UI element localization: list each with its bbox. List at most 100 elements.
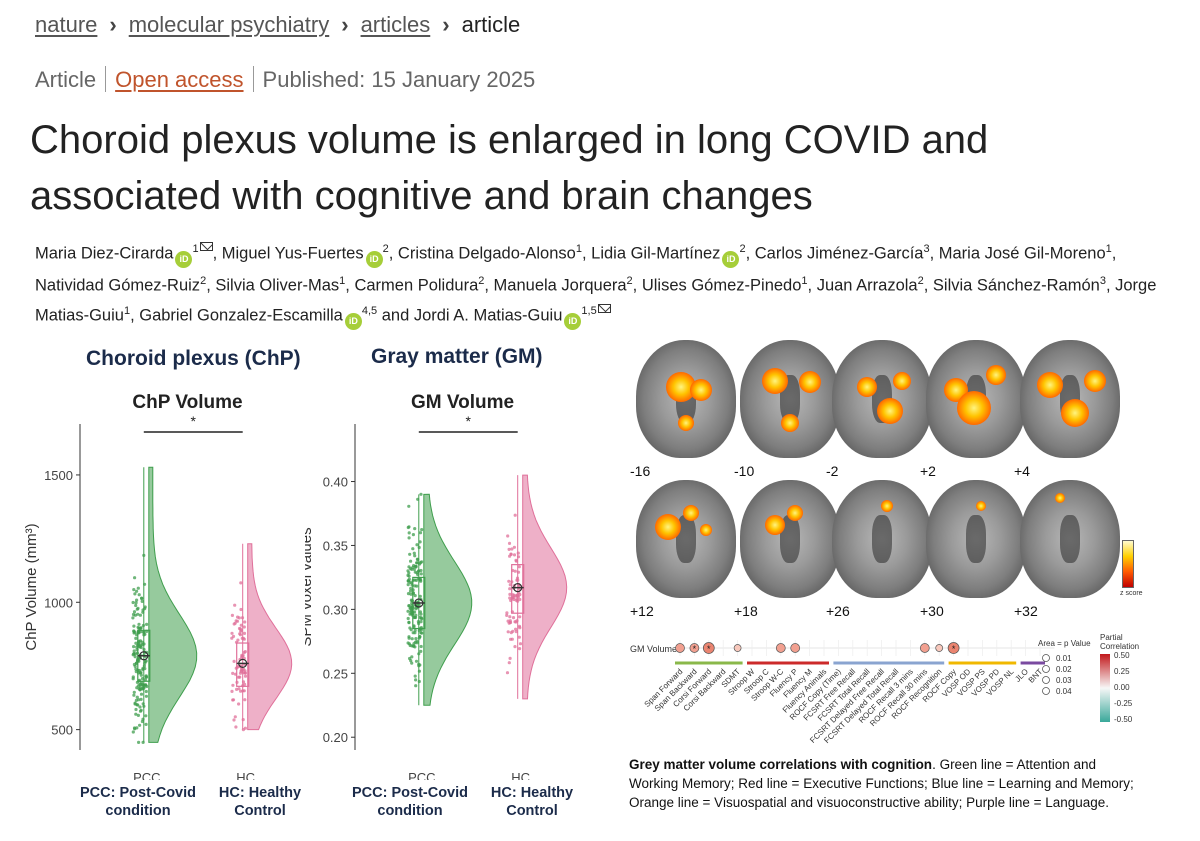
data-point xyxy=(134,712,138,716)
activation-cluster xyxy=(1037,371,1063,398)
orcid-icon[interactable]: iD xyxy=(175,250,193,268)
activation-cluster xyxy=(762,368,788,395)
data-point xyxy=(510,547,514,551)
correlation-cell xyxy=(790,643,801,653)
data-point xyxy=(407,574,411,578)
affiliation-number[interactable]: 2 xyxy=(382,243,389,255)
data-point xyxy=(514,598,518,602)
affiliation-number[interactable]: 2 xyxy=(917,274,924,287)
author-name[interactable]: Ulises Gómez-Pinedo xyxy=(641,276,802,294)
data-point xyxy=(145,622,149,626)
activation-cluster xyxy=(765,514,785,535)
author-name[interactable]: Maria José Gil-Moreno xyxy=(938,244,1106,263)
data-point xyxy=(237,626,242,631)
size-legend-label: 0.02 xyxy=(1056,665,1072,674)
data-point xyxy=(131,730,135,734)
brain-ventricle xyxy=(1060,515,1080,563)
data-point xyxy=(134,601,138,605)
author-name[interactable]: Natividad Gómez-Ruiz xyxy=(35,276,201,294)
data-point xyxy=(518,626,522,630)
data-point xyxy=(407,604,411,608)
breadcrumb-journal[interactable]: molecular psychiatry xyxy=(128,12,330,37)
pcc-abbreviation: PCC: Post-Covid condition xyxy=(80,785,196,819)
affiliation-number[interactable]: 2 xyxy=(626,274,633,287)
x-tick-label: HC xyxy=(236,770,255,780)
affiliation-number[interactable]: 1 xyxy=(339,274,346,287)
data-point xyxy=(413,674,417,678)
email-icon[interactable] xyxy=(199,241,213,251)
affiliation-number[interactable]: 2 xyxy=(739,243,746,255)
author-name[interactable]: Jorge Matias-Guiu xyxy=(35,276,1157,325)
data-point xyxy=(131,653,135,657)
author-name[interactable]: Gabriel Gonzalez-Escamilla xyxy=(139,306,343,325)
affiliation-number[interactable]: 1 xyxy=(192,243,199,255)
data-point xyxy=(239,607,243,612)
author-name[interactable]: Maria Diez-Cirarda xyxy=(35,244,174,263)
affiliation-number[interactable]: 4,5 xyxy=(361,305,378,317)
chart-title: ChP Volume xyxy=(132,392,242,413)
data-point xyxy=(505,611,509,615)
activation-cluster xyxy=(957,391,991,426)
author-name[interactable]: Silvia Oliver-Mas xyxy=(215,276,340,294)
orcid-icon[interactable]: iD xyxy=(344,312,362,330)
color-legend-bar xyxy=(1100,654,1110,722)
data-point xyxy=(132,588,136,592)
data-point xyxy=(131,616,135,620)
data-point xyxy=(410,655,414,659)
data-point xyxy=(134,667,138,671)
affiliation-number[interactable]: 1 xyxy=(123,305,131,317)
author-name[interactable]: Manuela Jorquera xyxy=(493,276,627,294)
data-point xyxy=(518,593,522,597)
data-point xyxy=(139,626,143,630)
affiliation-number[interactable]: 1 xyxy=(801,274,808,287)
y-tick-label: 0.40 xyxy=(323,475,348,490)
orcid-icon[interactable]: iD xyxy=(564,312,582,330)
orcid-icon[interactable]: iD xyxy=(722,250,740,268)
email-icon[interactable] xyxy=(597,303,611,313)
breadcrumb-nature[interactable]: nature xyxy=(35,12,98,37)
affiliation-number[interactable]: 1 xyxy=(575,243,582,255)
affiliation-number[interactable]: 3 xyxy=(1099,274,1106,287)
author-name[interactable]: and Jordi A. Matias-Guiu xyxy=(381,306,563,325)
data-point xyxy=(239,581,243,585)
data-point xyxy=(237,687,241,691)
slice-coordinate-label: -16 xyxy=(630,463,651,479)
x-tick-label: PCC xyxy=(133,770,160,780)
author-name[interactable]: Lidia Gil-Martínez xyxy=(591,244,721,263)
data-point xyxy=(133,576,137,580)
data-point xyxy=(414,637,418,641)
data-point xyxy=(237,675,241,679)
activation-cluster xyxy=(986,365,1006,386)
data-point xyxy=(419,649,423,653)
author-name[interactable]: Juan Arrazola xyxy=(816,276,918,294)
significance-star: * xyxy=(191,413,197,429)
affiliation-number[interactable]: 1,5 xyxy=(581,305,597,317)
brain-slice xyxy=(740,480,840,598)
breadcrumb-articles[interactable]: articles xyxy=(360,12,431,37)
brain-ventricle xyxy=(872,515,892,563)
author-name[interactable]: Carmen Polidura xyxy=(354,276,479,294)
open-access-link[interactable]: Open access xyxy=(115,67,244,92)
author-name[interactable]: Cristina Delgado-Alonso xyxy=(397,244,576,263)
data-point xyxy=(408,656,412,661)
data-point xyxy=(413,554,417,558)
data-point xyxy=(518,647,522,651)
orcid-icon[interactable]: iD xyxy=(365,250,383,268)
author-name[interactable]: Silvia Sánchez-Ramón xyxy=(932,276,1100,294)
data-point xyxy=(419,620,423,624)
affiliation-number[interactable]: 1 xyxy=(1105,243,1112,255)
affiliation-number[interactable]: 2 xyxy=(478,274,485,287)
data-point xyxy=(136,625,140,629)
affiliation-number[interactable]: 3 xyxy=(923,243,930,255)
data-point xyxy=(138,709,143,713)
data-point xyxy=(239,689,243,693)
brain-slices-figure: -16 -10 -2 +2 +4 +12 +18 +26 +30 +32 z score xyxy=(630,340,1150,630)
brain-slice xyxy=(1020,340,1120,458)
slice-coordinate-label: -10 xyxy=(734,463,755,479)
author-name[interactable]: Carlos Jiménez-García xyxy=(754,244,924,263)
data-point xyxy=(136,612,140,616)
data-point xyxy=(407,536,411,540)
brain-ventricle xyxy=(676,515,696,563)
affiliation-number[interactable]: 2 xyxy=(200,274,207,287)
author-name[interactable]: Miguel Yus-Fuertes xyxy=(221,244,364,263)
